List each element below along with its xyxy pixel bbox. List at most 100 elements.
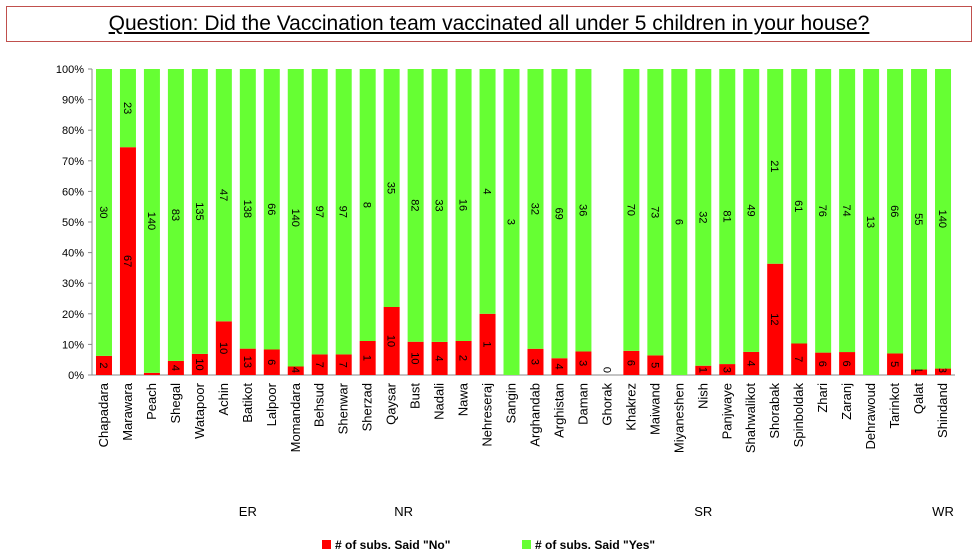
x-tick-label: Nawa bbox=[456, 382, 471, 416]
x-tick-label: Nish bbox=[695, 383, 710, 409]
bar-segment bbox=[191, 69, 208, 354]
x-tick-label: Zaranj bbox=[839, 383, 854, 420]
bar-segment bbox=[143, 372, 160, 375]
x-tick-label: Lalpoor bbox=[264, 382, 279, 426]
y-tick-label: 70% bbox=[62, 156, 84, 168]
value-label: 69 bbox=[552, 207, 564, 219]
x-tick-label: Qalat bbox=[911, 383, 926, 414]
bar-segment bbox=[935, 69, 952, 369]
value-label: 5 bbox=[648, 362, 660, 368]
value-label: 66 bbox=[888, 205, 900, 217]
bar-segment bbox=[479, 313, 496, 375]
value-label: 81 bbox=[720, 210, 732, 222]
value-label: 1 bbox=[696, 367, 708, 373]
x-tick-label: Khakrez bbox=[623, 383, 638, 431]
y-tick-label: 100% bbox=[56, 64, 84, 76]
x-tick-label: Batikot bbox=[240, 383, 255, 423]
bar-segment bbox=[791, 343, 808, 375]
x-tick-label: Ghorak bbox=[599, 383, 614, 426]
bar-segment bbox=[167, 69, 184, 361]
value-label: 10 bbox=[409, 352, 421, 364]
y-tick-label: 40% bbox=[62, 248, 84, 260]
bar-segment bbox=[503, 69, 520, 375]
value-label: 23 bbox=[121, 102, 133, 114]
value-label: 61 bbox=[792, 200, 804, 212]
value-label: 6 bbox=[672, 219, 684, 225]
value-label: 5 bbox=[888, 361, 900, 367]
bar-segment bbox=[887, 353, 904, 375]
x-tick-label: Shegal bbox=[168, 383, 183, 424]
value-label: 3 bbox=[936, 367, 948, 373]
value-label: 135 bbox=[193, 202, 205, 220]
bar-segment bbox=[455, 341, 472, 375]
value-label: 6 bbox=[265, 359, 277, 365]
x-tick-label: Marawara bbox=[120, 382, 135, 441]
value-label: 76 bbox=[816, 205, 828, 217]
value-label: 4 bbox=[289, 367, 301, 373]
x-tick-label: Momandara bbox=[288, 382, 303, 452]
y-tick-label: 60% bbox=[62, 186, 84, 198]
bar-segment bbox=[767, 69, 784, 264]
region-label: SR bbox=[694, 504, 712, 519]
value-label: 73 bbox=[648, 206, 660, 218]
title-box: Question: Did the Vaccination team vacci… bbox=[6, 6, 972, 42]
bar-segment bbox=[407, 69, 424, 342]
value-label: 7 bbox=[337, 362, 349, 368]
bar-segment bbox=[119, 147, 136, 375]
bar-segment bbox=[743, 69, 760, 352]
value-label: 13 bbox=[241, 356, 253, 368]
value-label: 32 bbox=[528, 203, 540, 215]
value-label: 36 bbox=[576, 204, 588, 216]
chart-title: Question: Did the Vaccination team vacci… bbox=[108, 12, 870, 35]
value-label: 3 bbox=[576, 360, 588, 366]
x-tick-label: Nadali bbox=[432, 383, 447, 420]
x-tick-label: Dehrawoud bbox=[863, 383, 878, 450]
bar-segment bbox=[287, 69, 304, 367]
value-label: 97 bbox=[313, 206, 325, 218]
x-tick-label: Arghandab bbox=[527, 383, 542, 447]
value-label: 4 bbox=[552, 364, 564, 370]
x-tick-label: Behsud bbox=[312, 383, 327, 427]
bar-segment bbox=[95, 69, 112, 356]
value-label: 7 bbox=[313, 362, 325, 368]
region-label: ER bbox=[239, 504, 257, 519]
bar-segment bbox=[263, 349, 280, 375]
bar-segment bbox=[527, 348, 544, 375]
x-tick-label: Shorabak bbox=[767, 383, 782, 439]
bar-segment bbox=[191, 353, 208, 375]
bar-segment bbox=[167, 360, 184, 375]
value-label: 35 bbox=[385, 182, 397, 194]
value-label: 6 bbox=[816, 361, 828, 367]
value-label: 12 bbox=[768, 313, 780, 325]
bar-segment bbox=[215, 321, 232, 375]
value-label: 33 bbox=[433, 199, 445, 211]
bar-segment bbox=[119, 69, 136, 148]
x-tick-label: Peach bbox=[144, 383, 159, 420]
bar-segment bbox=[479, 69, 496, 314]
bar-segment bbox=[383, 69, 400, 307]
x-tick-label: Tarinkot bbox=[887, 383, 902, 429]
bar-segment bbox=[791, 69, 808, 344]
value-label: 74 bbox=[840, 204, 852, 216]
legend-label: # of subs. Said "Yes" bbox=[535, 538, 655, 552]
value-label: 32 bbox=[696, 211, 708, 223]
value-label: 70 bbox=[624, 204, 636, 216]
x-tick-label: Sangin bbox=[504, 383, 519, 423]
bar-segment bbox=[311, 69, 328, 355]
x-tick-label: Bust bbox=[408, 383, 423, 409]
value-label: 16 bbox=[457, 199, 469, 211]
bar-segment bbox=[647, 355, 664, 375]
bar-segment bbox=[911, 69, 928, 370]
bar-segment bbox=[551, 358, 568, 375]
value-label: 10 bbox=[193, 358, 205, 370]
bar-segment bbox=[551, 69, 568, 359]
value-label: 4 bbox=[481, 188, 493, 194]
bar-segment bbox=[743, 351, 760, 375]
bar-segment bbox=[239, 69, 256, 349]
bar-segment bbox=[287, 366, 304, 375]
bar-segment bbox=[335, 69, 352, 355]
x-tick-label: Daman bbox=[575, 383, 590, 425]
x-tick-label: Qaysar bbox=[384, 382, 399, 425]
x-tick-label: Nehreseraj bbox=[480, 383, 495, 447]
